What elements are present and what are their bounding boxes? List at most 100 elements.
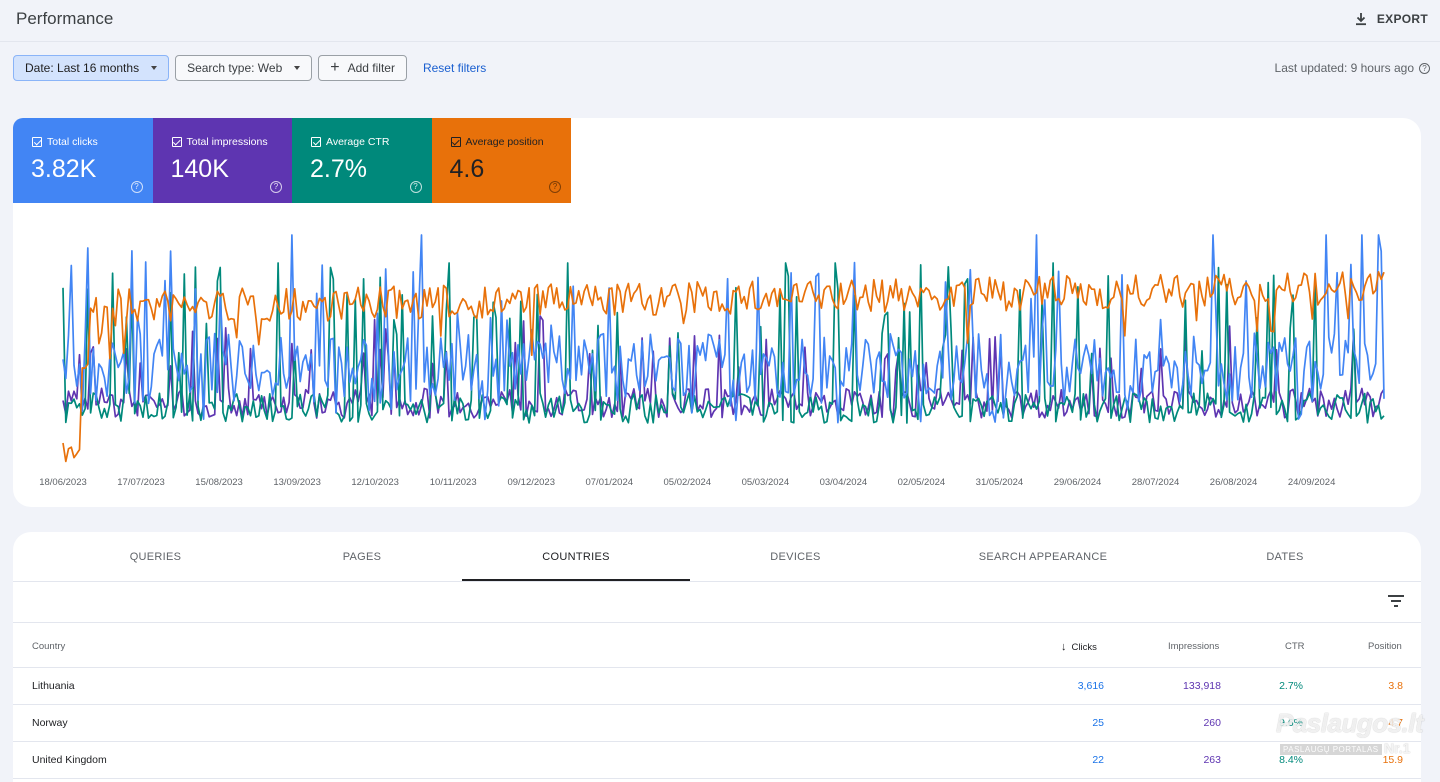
- dimension-tabs: QUERIES PAGES COUNTRIES DEVICES SEARCH A…: [13, 532, 1421, 582]
- country-cell: Lithuania: [32, 680, 75, 692]
- table-header: Country ↓ Clicks Impressions CTR Position: [13, 623, 1421, 668]
- series-line-total-impressions: [62, 315, 1385, 419]
- series-line-average-ctr: [62, 262, 1385, 424]
- x-axis-tick-label: 03/04/2024: [820, 477, 868, 488]
- metric-header: Average position: [450, 136, 544, 148]
- page-title: Performance: [16, 9, 114, 28]
- x-axis-tick-label: 28/07/2024: [1132, 477, 1180, 488]
- clicks-cell: 3,616: [1077, 680, 1104, 692]
- x-axis-tick-label: 05/03/2024: [742, 477, 790, 488]
- x-axis-tick-label: 05/02/2024: [664, 477, 712, 488]
- add-filter-button[interactable]: + Add filter: [318, 55, 407, 81]
- metric-label: Total clicks: [47, 136, 98, 148]
- dropdown-caret-icon: [294, 66, 301, 70]
- metric-value: 140K: [170, 155, 229, 183]
- column-header-position[interactable]: Position: [1368, 641, 1402, 652]
- help-icon[interactable]: ?: [270, 181, 282, 193]
- metric-tiles: Total clicks 3.82K ? Total impressions 1…: [13, 118, 571, 203]
- table-row[interactable]: United Kingdom 22 263 8.4% 15.9: [13, 742, 1421, 779]
- x-axis-tick-label: 26/08/2024: [1210, 477, 1258, 488]
- position-cell: 3.8: [1388, 680, 1403, 692]
- filter-bar: Date: Last 16 months Search type: Web + …: [13, 55, 486, 81]
- metric-header: Total impressions: [171, 136, 268, 148]
- metric-total-impressions[interactable]: Total impressions 140K ?: [152, 118, 292, 203]
- impressions-cell: 263: [1203, 754, 1221, 766]
- metric-header: Average CTR: [311, 136, 389, 148]
- help-icon[interactable]: ?: [549, 181, 561, 193]
- metric-total-clicks[interactable]: Total clicks 3.82K ?: [13, 118, 153, 203]
- dropdown-caret-icon: [151, 66, 158, 70]
- help-icon[interactable]: ?: [130, 181, 143, 193]
- table-row[interactable]: Norway 25 260 9.6% 4.7: [13, 705, 1421, 742]
- x-axis-tick-label: 31/05/2024: [976, 477, 1024, 488]
- metric-value: 2.7%: [310, 155, 367, 183]
- tab-devices[interactable]: DEVICES: [770, 551, 821, 563]
- metric-label: Average CTR: [326, 136, 390, 148]
- x-axis-tick-label: 18/06/2023: [39, 477, 87, 488]
- ctr-cell: 2.7%: [1279, 680, 1303, 692]
- country-cell: United Kingdom: [32, 754, 107, 766]
- column-header-clicks[interactable]: ↓ Clicks: [1061, 641, 1097, 653]
- country-cell: Norway: [32, 717, 68, 729]
- plus-icon: +: [330, 59, 340, 76]
- x-axis-tick-label: 09/12/2023: [507, 477, 555, 488]
- search-type-chip[interactable]: Search type: Web: [175, 55, 313, 81]
- series-line-total-clicks: [62, 234, 1385, 424]
- checkbox-icon[interactable]: [311, 137, 321, 147]
- metric-header: Total clicks: [32, 136, 98, 148]
- metric-label: Total impressions: [186, 136, 268, 148]
- x-axis-tick-label: 24/09/2024: [1288, 477, 1336, 488]
- search-type-label: Search type: Web: [187, 61, 283, 75]
- column-header-country[interactable]: Country: [32, 641, 66, 652]
- last-updated: Last updated: 9 hours ago ?: [1275, 61, 1430, 75]
- tab-pages[interactable]: PAGES: [342, 551, 382, 563]
- sort-arrow-down-icon: ↓: [1061, 641, 1067, 653]
- metric-average-position[interactable]: Average position 4.6 ?: [431, 118, 571, 203]
- impressions-cell: 133,918: [1183, 680, 1221, 692]
- last-updated-text: Last updated: 9 hours ago: [1274, 61, 1414, 75]
- x-axis-tick-label: 10/11/2023: [430, 477, 477, 488]
- top-bar: Performance EXPORT: [0, 0, 1440, 42]
- help-icon[interactable]: ?: [409, 181, 422, 193]
- position-cell: 4.7: [1388, 717, 1403, 729]
- download-icon: [1355, 13, 1366, 26]
- column-header-impressions[interactable]: Impressions: [1168, 641, 1220, 652]
- tab-queries[interactable]: QUERIES: [129, 551, 182, 563]
- date-filter-label: Date: Last 16 months: [25, 61, 140, 75]
- reset-filters-link[interactable]: Reset filters: [422, 61, 487, 75]
- impressions-cell: 260: [1203, 717, 1221, 729]
- checkbox-icon[interactable]: [171, 137, 182, 147]
- x-axis-tick-label: 17/07/2023: [117, 477, 165, 488]
- active-tab-indicator: [462, 579, 690, 581]
- export-label: EXPORT: [1376, 12, 1428, 26]
- checkbox-icon[interactable]: [32, 137, 42, 147]
- x-axis-tick-label: 13/09/2023: [273, 477, 321, 488]
- checkbox-icon[interactable]: [450, 137, 461, 147]
- clicks-cell: 22: [1092, 754, 1104, 766]
- tab-countries[interactable]: COUNTRIES: [542, 551, 610, 563]
- filter-rows-icon[interactable]: [1388, 594, 1404, 608]
- table-row[interactable]: Lithuania 3,616 133,918 2.7% 3.8: [13, 668, 1421, 705]
- x-axis-tick-label: 07/01/2024: [585, 477, 633, 488]
- tab-search-appearance[interactable]: SEARCH APPEARANCE: [978, 551, 1108, 563]
- metric-average-ctr[interactable]: Average CTR 2.7% ?: [292, 118, 432, 203]
- column-header-ctr[interactable]: CTR: [1285, 641, 1305, 652]
- table-toolbar: [13, 582, 1421, 623]
- tab-dates[interactable]: DATES: [1266, 551, 1304, 563]
- metric-label: Average position: [465, 136, 544, 148]
- date-filter-chip[interactable]: Date: Last 16 months: [13, 55, 170, 81]
- clicks-cell: 25: [1092, 717, 1104, 729]
- help-icon[interactable]: ?: [1419, 62, 1430, 74]
- export-button[interactable]: EXPORT: [1353, 8, 1428, 30]
- data-table-card: QUERIES PAGES COUNTRIES DEVICES SEARCH A…: [13, 532, 1421, 782]
- ctr-cell: 8.4%: [1279, 754, 1303, 766]
- metric-value: 4.6: [449, 155, 485, 183]
- metric-value: 3.82K: [31, 155, 97, 183]
- column-header-clicks-label: Clicks: [1071, 642, 1097, 653]
- add-filter-label: Add filter: [347, 61, 395, 75]
- position-cell: 15.9: [1382, 754, 1403, 766]
- performance-line-chart[interactable]: 18/06/2023 17/07/2023 15/08/2023 13/09/2023…: [13, 213, 1421, 507]
- x-axis-tick-label: 29/06/2024: [1054, 477, 1102, 488]
- x-axis-tick-label: 12/10/2023: [351, 477, 399, 488]
- x-axis-tick-label: 02/05/2024: [898, 477, 946, 488]
